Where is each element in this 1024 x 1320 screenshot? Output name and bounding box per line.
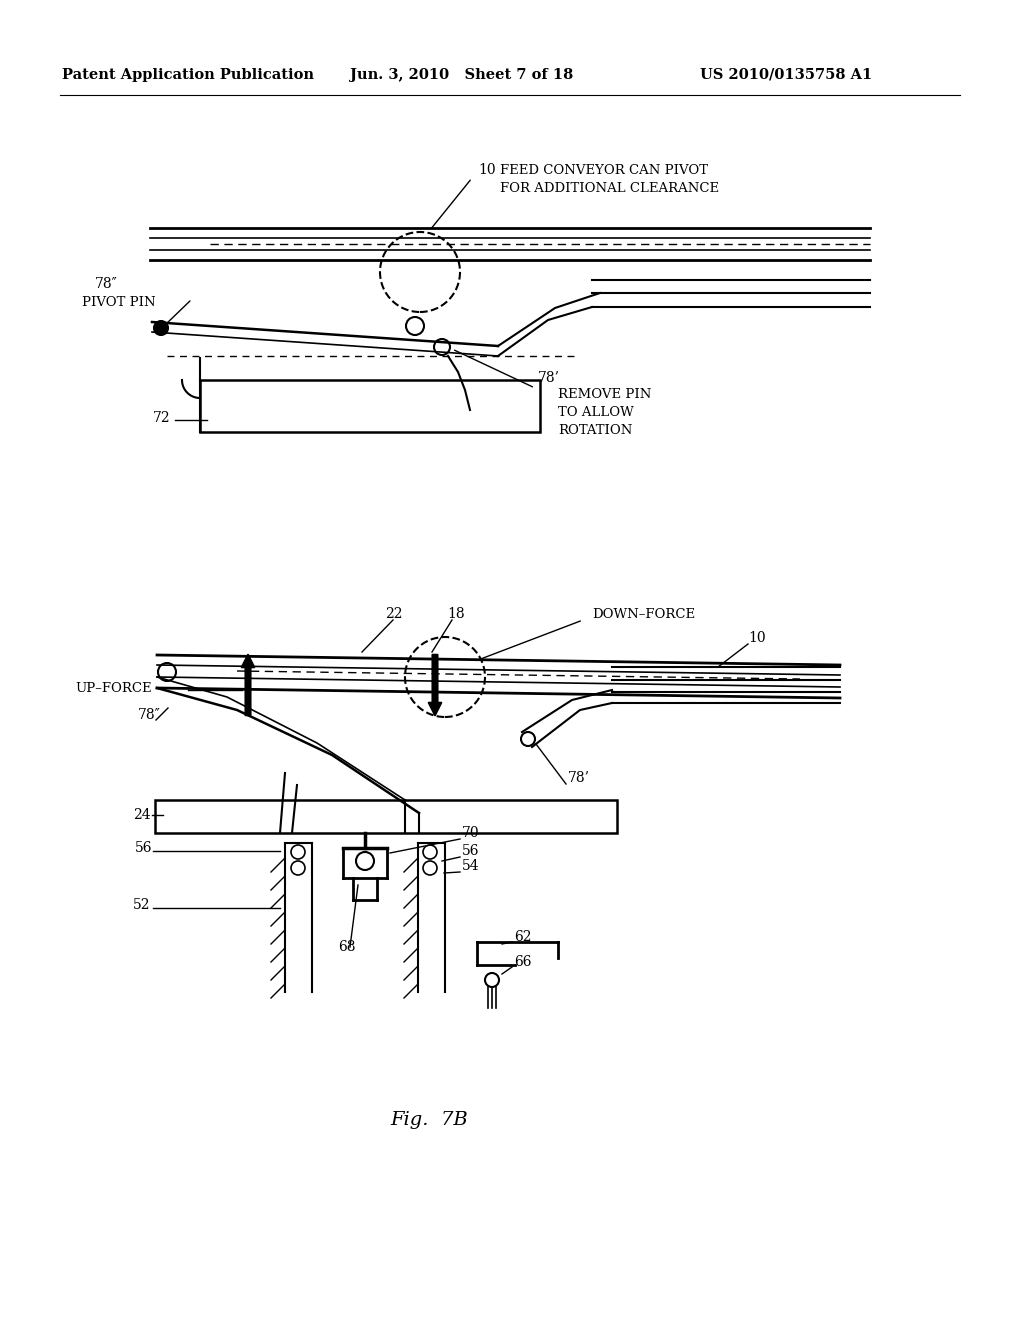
Text: FOR ADDITIONAL CLEARANCE: FOR ADDITIONAL CLEARANCE [500, 182, 719, 195]
Text: Patent Application Publication: Patent Application Publication [62, 69, 314, 82]
Text: 78’: 78’ [568, 771, 590, 785]
Text: 54: 54 [462, 859, 479, 873]
Text: 24: 24 [133, 808, 151, 822]
Bar [200, 380, 540, 432]
Text: 22: 22 [385, 607, 402, 620]
Text: 52: 52 [133, 898, 151, 912]
Text: PIVOT PIN: PIVOT PIN [82, 296, 156, 309]
Text: 78″: 78″ [95, 277, 118, 290]
Text: 10: 10 [478, 162, 496, 177]
Text: TO ALLOW: TO ALLOW [558, 405, 634, 418]
Text: FEED CONVEYOR CAN PIVOT: FEED CONVEYOR CAN PIVOT [500, 164, 708, 177]
Text: 66: 66 [514, 954, 531, 969]
Circle shape [154, 321, 168, 335]
Text: DOWN–FORCE: DOWN–FORCE [592, 607, 695, 620]
Text: 56: 56 [462, 843, 479, 858]
Bar [155, 800, 617, 833]
Text: 62: 62 [514, 931, 531, 944]
Text: Jun. 3, 2010   Sheet 7 of 18: Jun. 3, 2010 Sheet 7 of 18 [350, 69, 573, 82]
Text: 70: 70 [462, 826, 479, 840]
Text: UP–FORCE: UP–FORCE [75, 681, 152, 694]
Text: 72: 72 [153, 411, 171, 425]
Text: US 2010/0135758 A1: US 2010/0135758 A1 [700, 69, 872, 82]
Text: 56: 56 [135, 841, 153, 855]
Text: Fig.  7B: Fig. 7B [390, 1111, 468, 1129]
Text: 78″: 78″ [138, 708, 161, 722]
Text: REMOVE PIN: REMOVE PIN [558, 388, 651, 400]
Text: 10: 10 [748, 631, 766, 645]
Text: ROTATION: ROTATION [558, 424, 633, 437]
Text: 18: 18 [447, 607, 465, 620]
Text: 78’: 78’ [538, 371, 560, 385]
Text: 68: 68 [338, 940, 355, 954]
